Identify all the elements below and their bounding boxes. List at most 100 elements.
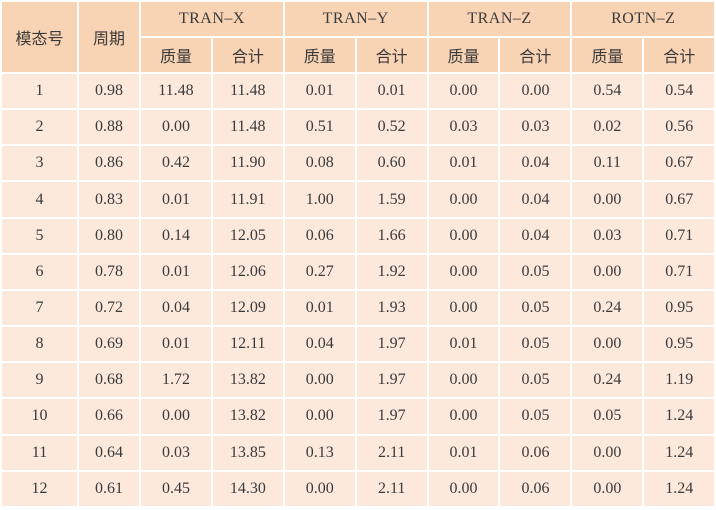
- cell-tran-y-total: 2.11: [354, 469, 429, 509]
- cell-tran-y-total: 1.97: [354, 361, 429, 400]
- cell-tran-z-mass: 0.00: [426, 469, 501, 509]
- cell-tran-y-total: 1.93: [354, 288, 429, 328]
- cell-tran-x-total: 11.48: [210, 108, 285, 147]
- cell-tran-x-total: 13.82: [210, 361, 285, 400]
- cell-tran-y-mass: 0.00: [282, 469, 357, 509]
- cell-rotn-z-total: 1.24: [642, 397, 716, 436]
- cell-tran-x-total: 12.05: [210, 216, 285, 255]
- table-row: 8 0.69 0.01 12.11 0.04 1.97 0.01 0.05 0.00 0.95: [0, 325, 716, 364]
- cell-rotn-z-mass: 0.00: [570, 469, 645, 509]
- cell-rotn-z-mass: 0.54: [570, 71, 645, 111]
- cell-rotn-z-total: 1.24: [642, 433, 716, 472]
- cell-tran-y-mass: 1.00: [282, 180, 357, 219]
- header-sub-total: 合计: [354, 36, 429, 74]
- cell-rotn-z-total: 0.67: [642, 180, 716, 219]
- table-row: 12 0.61 0.45 14.30 0.00 2.11 0.00 0.06 0.00 1.24: [0, 469, 716, 509]
- cell-tran-x-mass: 0.04: [139, 288, 213, 328]
- cell-period: 0.78: [77, 252, 141, 291]
- header-sub-mass: 质量: [282, 36, 357, 74]
- cell-rotn-z-mass: 0.02: [570, 108, 645, 147]
- cell-tran-x-mass: 11.48: [139, 71, 213, 111]
- cell-tran-z-mass: 0.01: [426, 325, 501, 364]
- header-sub-mass: 质量: [139, 36, 213, 74]
- cell-tran-x-total: 11.90: [210, 144, 285, 183]
- cell-period: 0.72: [77, 288, 141, 328]
- header-group-tran-x: TRAN–X: [139, 0, 285, 38]
- cell-rotn-z-mass: 0.24: [570, 288, 645, 328]
- cell-tran-z-total: 0.05: [498, 288, 573, 328]
- cell-rotn-z-mass: 0.11: [570, 144, 645, 183]
- cell-tran-x-total: 12.06: [210, 252, 285, 291]
- cell-tran-x-mass: 1.72: [139, 361, 213, 400]
- cell-tran-x-mass: 0.01: [139, 252, 213, 291]
- cell-rotn-z-mass: 0.00: [570, 433, 645, 472]
- header-group-tran-y: TRAN–Y: [282, 0, 429, 38]
- cell-tran-x-mass: 0.14: [139, 216, 213, 255]
- header-sub-total: 合计: [498, 36, 573, 74]
- header-group-tran-z: TRAN–Z: [426, 0, 573, 38]
- cell-tran-x-mass: 0.45: [139, 469, 213, 509]
- cell-tran-x-total: 12.11: [210, 325, 285, 364]
- cell-tran-x-mass: 0.03: [139, 433, 213, 472]
- header-sub-mass: 质量: [570, 36, 645, 74]
- cell-period: 0.61: [77, 469, 141, 509]
- cell-tran-z-mass: 0.00: [426, 397, 501, 436]
- header-sub-total: 合计: [642, 36, 716, 74]
- cell-tran-x-mass: 0.42: [139, 144, 213, 183]
- cell-tran-y-mass: 0.04: [282, 325, 357, 364]
- cell-period: 0.86: [77, 144, 141, 183]
- table-row: 3 0.86 0.42 11.90 0.08 0.60 0.01 0.04 0.11 0.67: [0, 144, 716, 183]
- cell-tran-z-total: 0.04: [498, 144, 573, 183]
- cell-rotn-z-mass: 0.24: [570, 361, 645, 400]
- cell-tran-y-mass: 0.06: [282, 216, 357, 255]
- header-sub-mass: 质量: [426, 36, 501, 74]
- header-period: 周期: [77, 0, 141, 74]
- header-sub-total: 合计: [210, 36, 285, 74]
- cell-tran-z-mass: 0.00: [426, 288, 501, 328]
- cell-tran-x-mass: 0.00: [139, 397, 213, 436]
- cell-mode-number: 10: [0, 397, 79, 436]
- cell-mode-number: 3: [0, 144, 79, 183]
- cell-mode-number: 5: [0, 216, 79, 255]
- cell-tran-y-total: 1.59: [354, 180, 429, 219]
- table-row: 4 0.83 0.01 11.91 1.00 1.59 0.00 0.04 0.00 0.67: [0, 180, 716, 219]
- cell-tran-x-mass: 0.00: [139, 108, 213, 147]
- table-row: 6 0.78 0.01 12.06 0.27 1.92 0.00 0.05 0.00 0.71: [0, 252, 716, 291]
- cell-tran-y-total: 1.97: [354, 397, 429, 436]
- cell-period: 0.98: [77, 71, 141, 111]
- cell-rotn-z-total: 0.54: [642, 71, 716, 111]
- cell-rotn-z-total: 1.24: [642, 469, 716, 509]
- table-row: 10 0.66 0.00 13.82 0.00 1.97 0.00 0.05 0.05 1.24: [0, 397, 716, 436]
- table-row: 5 0.80 0.14 12.05 0.06 1.66 0.00 0.04 0.03 0.71: [0, 216, 716, 255]
- cell-tran-z-total: 0.05: [498, 397, 573, 436]
- cell-tran-z-mass: 0.00: [426, 71, 501, 111]
- cell-tran-z-total: 0.06: [498, 469, 573, 509]
- table-body: 1 0.98 11.48 11.48 0.01 0.01 0.00 0.00 0.54 0.54 2…: [0, 71, 716, 509]
- table-row: 11 0.64 0.03 13.85 0.13 2.11 0.01 0.06 0.00 1.24: [0, 433, 716, 472]
- cell-tran-z-total: 0.04: [498, 180, 573, 219]
- cell-tran-x-total: 13.82: [210, 397, 285, 436]
- cell-rotn-z-total: 0.95: [642, 288, 716, 328]
- cell-mode-number: 8: [0, 325, 79, 364]
- cell-tran-z-total: 0.00: [498, 71, 573, 111]
- cell-period: 0.80: [77, 216, 141, 255]
- cell-mode-number: 2: [0, 108, 79, 147]
- cell-tran-x-total: 13.85: [210, 433, 285, 472]
- cell-period: 0.88: [77, 108, 141, 147]
- table-row: 9 0.68 1.72 13.82 0.00 1.97 0.00 0.05 0.24 1.19: [0, 361, 716, 400]
- cell-period: 0.69: [77, 325, 141, 364]
- cell-mode-number: 4: [0, 180, 79, 219]
- cell-tran-z-total: 0.06: [498, 433, 573, 472]
- cell-tran-y-mass: 0.08: [282, 144, 357, 183]
- cell-mode-number: 6: [0, 252, 79, 291]
- cell-period: 0.68: [77, 361, 141, 400]
- cell-tran-z-total: 0.03: [498, 108, 573, 147]
- cell-tran-y-total: 0.52: [354, 108, 429, 147]
- cell-tran-z-mass: 0.00: [426, 216, 501, 255]
- cell-tran-y-total: 1.97: [354, 325, 429, 364]
- cell-tran-x-total: 11.91: [210, 180, 285, 219]
- cell-tran-z-mass: 0.00: [426, 180, 501, 219]
- cell-tran-y-mass: 0.27: [282, 252, 357, 291]
- header-group-rotn-z: ROTN–Z: [570, 0, 716, 38]
